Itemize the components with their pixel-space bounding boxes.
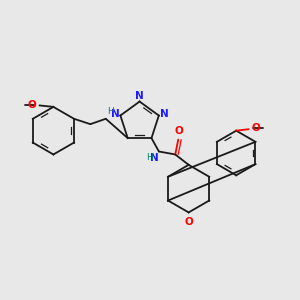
Text: H: H [107, 107, 114, 116]
Text: N: N [135, 91, 144, 101]
Text: H: H [147, 153, 153, 162]
Text: O: O [175, 126, 184, 136]
Text: N: N [160, 109, 169, 119]
Text: N: N [150, 153, 159, 163]
Text: O: O [184, 217, 193, 227]
Text: O: O [27, 100, 36, 110]
Text: N: N [111, 109, 119, 119]
Text: O: O [251, 123, 260, 133]
